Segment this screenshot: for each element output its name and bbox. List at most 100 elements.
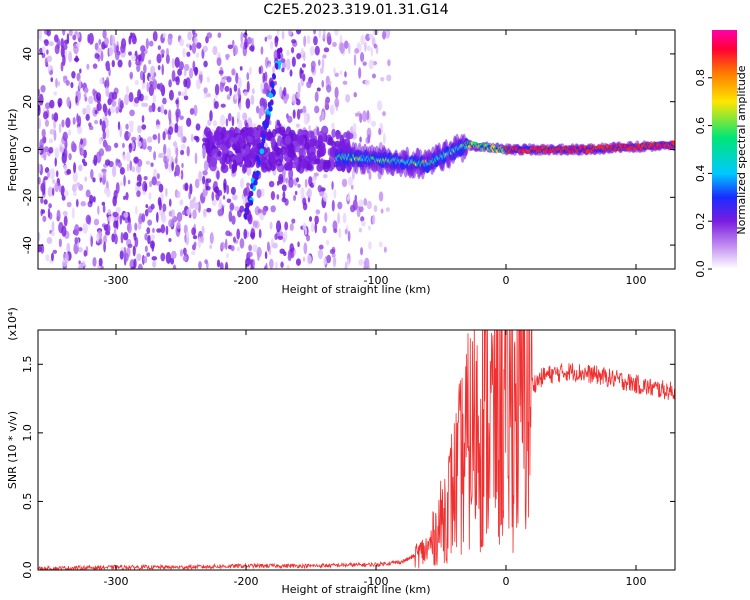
spectrogram-cell: [326, 32, 332, 44]
spectrogram-cell: [49, 128, 55, 135]
spectrogram-cell: [46, 30, 51, 37]
spectrogram-cell: [206, 207, 212, 213]
spectrogram-cell: [179, 249, 184, 257]
spectrogram-cell: [318, 30, 322, 39]
spectrogram-cell: [122, 154, 127, 161]
spectrogram-cell: [326, 254, 332, 264]
spectrogram-cell: [279, 86, 283, 98]
spectrogram-cell: [379, 241, 383, 248]
spectrogram-cell: [373, 43, 377, 49]
spectrogram-cell: [235, 152, 243, 164]
spectrogram-cell: [127, 179, 131, 185]
spectrogram-cell: [84, 176, 88, 182]
spectrogram-cell: [161, 213, 167, 224]
colorbar: 0.0 0.2 0.4 0.6 0.8 Normalized spectral ampl…: [694, 30, 748, 278]
spectrogram-cell: [134, 222, 138, 231]
spectrogram-cell: [40, 85, 46, 93]
spectrogram-cell: [171, 161, 174, 172]
spectrogram-cell: [148, 180, 153, 188]
spectrogram-cell: [161, 64, 164, 76]
spectrogram-cell: [48, 203, 52, 209]
spectrogram-cell: [39, 47, 43, 54]
spectrogram-cell: [306, 254, 312, 265]
spectrogram-cell: [78, 260, 81, 265]
spectrogram-cell: [168, 198, 172, 207]
spectrogram-cell: [232, 236, 237, 243]
spectrogram-cell: [289, 69, 293, 77]
spectrogram-cell: [148, 105, 153, 113]
spectrogram-cell: [158, 199, 162, 211]
spectrogram-cell: [219, 114, 226, 127]
snr-y-label: SNR (10 * v/v): [6, 411, 19, 489]
spectrogram-cell: [317, 248, 324, 260]
spectrogram-cell: [271, 128, 277, 138]
spectrogram-cell: [280, 261, 284, 268]
spectrogram-cell: [125, 123, 129, 130]
spectrogram-cell: [202, 45, 208, 53]
spectrogram-cell: [43, 146, 49, 153]
y-tick-label: 0: [21, 146, 34, 153]
spectrogram-cell: [102, 204, 106, 213]
spectrogram-cell: [175, 99, 179, 105]
spectrogram-cell: [152, 227, 155, 234]
spectrogram-cell: [380, 76, 385, 82]
spectrogram-cell: [291, 56, 296, 68]
spectrogram-cell: [243, 212, 248, 219]
spectrogram-cell: [264, 36, 268, 42]
spectrogram-y-label: Frequency (Hz): [6, 109, 19, 192]
spectrogram-cell: [117, 59, 123, 68]
spectrogram-cell: [176, 221, 181, 230]
spectrogram-cell: [182, 48, 186, 58]
spectrogram-cell: [275, 159, 283, 167]
spectrogram-cell: [128, 51, 132, 56]
spectrogram-cell: [174, 56, 180, 68]
spectrogram-cell: [236, 246, 240, 252]
spectrogram-cell: [143, 176, 148, 181]
spectrogram-cell: [96, 232, 100, 243]
spectrogram-cell: [126, 151, 131, 162]
spectrogram-cell: [225, 53, 230, 59]
spectrogram-cell: [135, 102, 139, 108]
spectrogram-cell: [175, 75, 180, 86]
spectrogram-cell: [134, 205, 138, 215]
spectrogram-cell: [202, 170, 208, 176]
spectrogram-cell: [191, 227, 196, 236]
spectrogram-cell: [93, 218, 100, 226]
spectrogram-cell: [364, 79, 370, 86]
spectrogram-cell: [269, 151, 276, 163]
spectrogram-cell: [245, 202, 250, 209]
y-tick-label: -40: [21, 236, 34, 254]
spectrogram-cell: [136, 253, 142, 262]
spectrogram-cell: [191, 42, 197, 54]
spectrogram-cell: [134, 79, 139, 86]
spectrogram-cell: [341, 178, 348, 188]
spectrogram-cell: [62, 30, 66, 36]
spectrogram-cell: [322, 225, 327, 234]
x-tick-label: 100: [626, 274, 647, 287]
spectrogram-cell: [225, 118, 229, 127]
spectrogram-cell: [190, 133, 194, 142]
spectrogram-cell: [131, 266, 136, 269]
spectrogram-cell: [62, 210, 68, 216]
spectrogram-cell: [291, 218, 296, 224]
spectrogram-cell: [207, 119, 212, 127]
spectrogram-cell: [234, 206, 240, 212]
spectrogram-cell: [43, 150, 47, 161]
spectrogram-cell: [231, 116, 235, 127]
spectrogram-cell: [260, 105, 265, 116]
x-tick-label: -300: [104, 575, 129, 588]
spectrogram-cell: [246, 182, 251, 187]
spectrogram-cell: [173, 140, 177, 148]
spectrogram-cell: [237, 77, 243, 89]
spectrogram-cell: [283, 251, 287, 257]
spectrogram-cell: [242, 112, 248, 121]
spectrogram-cell: [38, 93, 44, 106]
spectrogram-cell: [360, 34, 365, 45]
snr-series-line: [38, 330, 675, 570]
spectrogram-cell: [137, 263, 143, 269]
spectrogram-cell: [354, 112, 361, 117]
spectrogram-cell: [288, 159, 293, 171]
spectrogram-cell: [228, 126, 236, 138]
